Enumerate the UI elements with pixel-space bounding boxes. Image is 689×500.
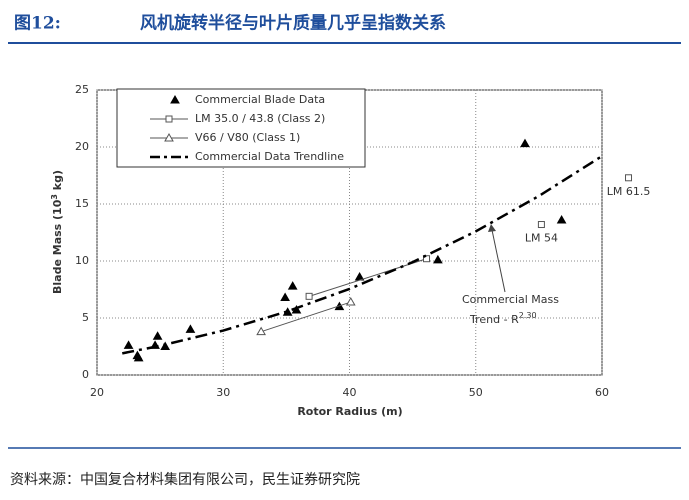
y-label-sup: 3 [50, 194, 59, 200]
triangle-marker [152, 331, 163, 340]
y-tick-label: 20 [75, 140, 89, 153]
legend-label: LM 35.0 / 43.8 (Class 2) [195, 112, 325, 125]
legend-marker [170, 94, 180, 104]
x-tick-label: 30 [216, 386, 230, 399]
trend-note: Commercial Mass [462, 293, 559, 306]
y-label-a: Blade Mass (10 [51, 199, 64, 294]
trend-arrowhead [488, 224, 496, 232]
trend-arrow [491, 229, 506, 293]
series-line [308, 258, 427, 297]
triangle-marker [185, 324, 196, 333]
triangle-marker [160, 341, 171, 350]
trendline [122, 155, 603, 355]
y-label-b: kg) [51, 170, 64, 194]
x-tick-label: 60 [595, 386, 609, 399]
legend-marker [165, 115, 173, 123]
source: 资料来源：中国复合材料集团有限公司，民生证券研究院 [10, 471, 360, 488]
figure-title: 风机旋转半径与叶片质量几乎呈指数关系 [140, 13, 446, 34]
triangle-marker [132, 350, 143, 360]
triangle-marker [345, 297, 356, 306]
annotation: LM 61.5 [607, 185, 651, 198]
square-marker [305, 292, 313, 300]
series-line [260, 301, 351, 333]
legend-label: Commercial Blade Data [195, 93, 325, 106]
x-tick-label: 50 [469, 386, 483, 399]
trend-note: Trend - R2.30 [469, 311, 537, 327]
triangle-marker [433, 254, 443, 264]
triangle-marker [287, 281, 298, 290]
y-axis-label: Blade Mass (103 kg) [50, 170, 65, 294]
triangle-marker [556, 214, 567, 224]
x-axis-label: Rotor Radius (m) [297, 405, 402, 418]
legend-marker [164, 132, 174, 142]
triangle-marker [520, 138, 530, 148]
triangle-marker [123, 340, 134, 349]
y-tick-label: 25 [75, 83, 89, 96]
square-marker [537, 221, 545, 229]
y-tick-label: 10 [75, 254, 89, 267]
annotation: LM 54 [525, 232, 558, 245]
x-tick-label: 40 [343, 386, 357, 399]
square-marker [423, 255, 431, 263]
legend-label: Commercial Data Trendline [195, 150, 344, 163]
legend [116, 88, 366, 168]
figure-label: 图12: [14, 14, 61, 34]
trend-note-a: Trend - R [469, 313, 519, 326]
triangle-marker [256, 326, 266, 336]
x-tick-label: 20 [90, 386, 104, 399]
triangle-marker [280, 292, 290, 301]
y-tick-label: 5 [82, 311, 89, 324]
legend-label: V66 / V80 (Class 1) [195, 131, 300, 144]
y-tick-label: 15 [75, 197, 89, 210]
trend-note-sup: 2.30 [519, 311, 537, 320]
y-tick-label: 0 [82, 368, 89, 381]
square-marker [625, 174, 633, 182]
